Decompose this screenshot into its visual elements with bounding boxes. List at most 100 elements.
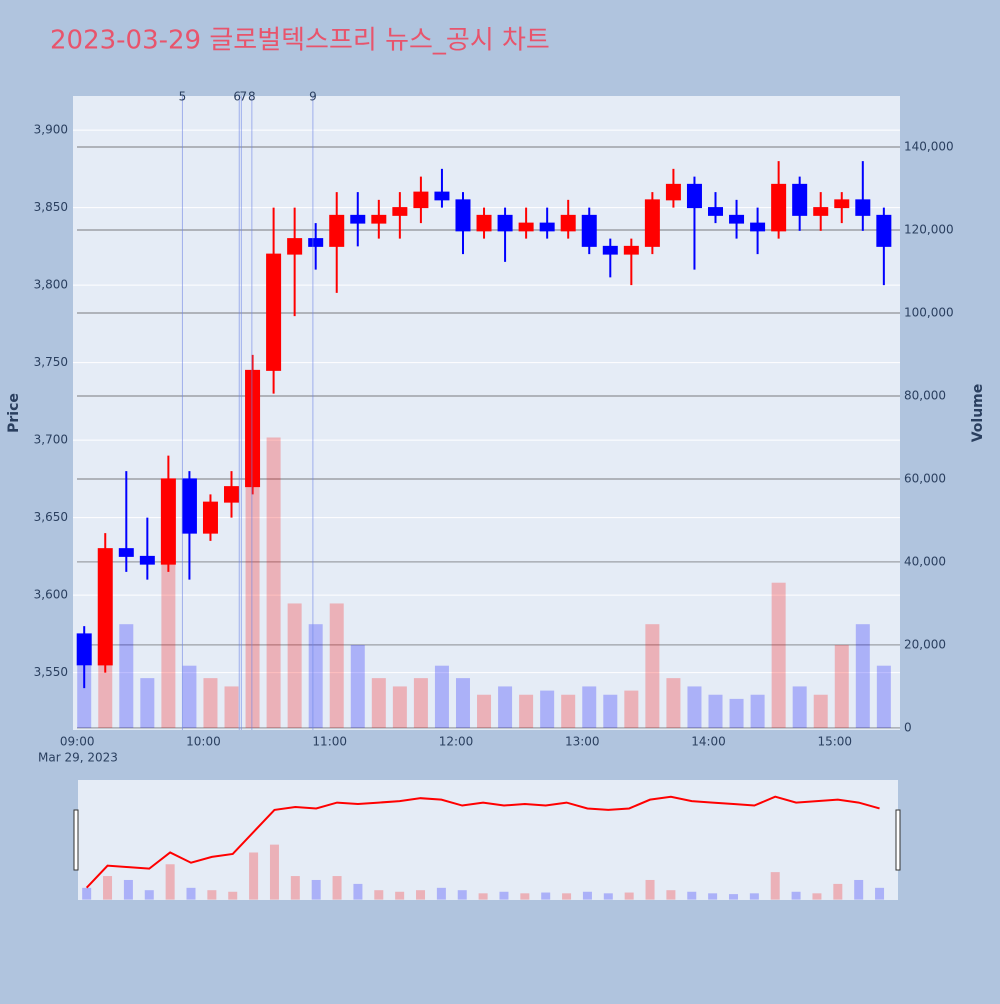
slider-volume-bar xyxy=(332,876,342,900)
slider-volume-bar xyxy=(353,883,363,900)
y-tick-label: 3,600 xyxy=(34,588,68,602)
volume-bar xyxy=(182,665,197,728)
slider-volume-bar xyxy=(123,879,133,900)
slider-volume-bar xyxy=(833,883,843,900)
range-handle[interactable] xyxy=(895,809,901,871)
slider-volume-bar xyxy=(249,852,259,900)
slider-volume-bar xyxy=(812,893,822,900)
y2-tick-label: 100,000 xyxy=(904,306,954,320)
candle-body xyxy=(497,214,513,232)
volume-bar xyxy=(687,686,702,728)
range-handle[interactable] xyxy=(73,809,79,871)
candle-body xyxy=(771,183,787,232)
volume-bar xyxy=(624,690,639,728)
y2-axis-title: Volume xyxy=(970,384,986,443)
volume-bar xyxy=(203,678,218,728)
slider-volume-bar xyxy=(311,879,321,900)
slider-volume-bar xyxy=(603,893,613,900)
slider-volume-bar xyxy=(624,892,634,900)
slider-volume-bar xyxy=(374,890,384,900)
y-tick-label: 3,850 xyxy=(34,200,68,214)
volume-bar xyxy=(834,644,849,728)
candle-body xyxy=(371,214,387,224)
volume-bar xyxy=(876,665,891,728)
candle-body xyxy=(76,633,92,666)
slider-volume-bar xyxy=(728,894,738,900)
slider-volume-bar xyxy=(499,891,509,900)
candle-body xyxy=(623,245,639,255)
volume-bar xyxy=(855,624,870,728)
slider-volume-bar xyxy=(144,890,154,900)
slider-volume-bar xyxy=(875,887,885,900)
volume-bar xyxy=(519,694,534,728)
slider-volume-bar xyxy=(749,893,759,900)
y-tick-label: 3,800 xyxy=(34,278,68,292)
range-slider[interactable] xyxy=(78,780,898,900)
y2-tick-label: 120,000 xyxy=(904,223,954,237)
candle-body xyxy=(834,199,850,209)
slider-volume-bar xyxy=(269,844,279,900)
candle-body xyxy=(329,214,345,247)
candle-body xyxy=(287,238,303,255)
volume-bar xyxy=(266,437,281,728)
candle-body xyxy=(644,199,660,247)
slider-volume-bar xyxy=(416,890,426,900)
y-tick-label: 3,900 xyxy=(34,123,68,137)
candle-body xyxy=(266,253,282,371)
candle-body xyxy=(202,501,218,534)
slider-volume-bar xyxy=(165,864,175,900)
y-tick-label: 3,550 xyxy=(34,665,68,679)
volume-bar xyxy=(540,690,555,728)
volume-bar xyxy=(392,686,407,728)
volume-bar xyxy=(434,665,449,728)
slider-volume-bar xyxy=(770,872,780,900)
slider-volume-bar xyxy=(520,893,530,900)
x-tick-label: 11:00 xyxy=(312,735,347,749)
volume-bar xyxy=(245,478,260,728)
volume-bar xyxy=(477,694,492,728)
y2-tick-label: 0 xyxy=(904,720,912,734)
candle-body xyxy=(139,555,155,565)
volume-bar xyxy=(666,678,681,728)
candle-body xyxy=(455,199,471,232)
slider-volume-bar xyxy=(228,891,238,900)
news-marker-label: 8 xyxy=(248,90,256,104)
volume-bar xyxy=(308,624,323,728)
y2-tick-label: 40,000 xyxy=(904,554,946,568)
volume-bar xyxy=(813,694,828,728)
slider-volume-bar xyxy=(645,879,655,900)
candle-body xyxy=(729,214,745,224)
y-tick-label: 3,700 xyxy=(34,433,68,447)
candle-body xyxy=(308,238,324,247)
candle-body xyxy=(708,207,724,216)
x-tick-label: 13:00 xyxy=(565,735,600,749)
volume-bar xyxy=(329,603,344,728)
candle-body xyxy=(750,222,766,232)
candle-body xyxy=(602,245,618,255)
candle-body xyxy=(560,214,576,232)
news-marker-label: 9 xyxy=(309,90,317,104)
slider-volume-bar xyxy=(103,876,113,900)
candle-body xyxy=(855,199,871,216)
slider-volume-bar xyxy=(854,879,864,900)
slider-volume-bar xyxy=(290,876,300,900)
volume-bar xyxy=(792,686,807,728)
slider-volume-bar xyxy=(395,891,405,900)
slider-volume-bar xyxy=(708,893,718,900)
y-axis-title: Price xyxy=(6,393,22,433)
slider-volume-bar xyxy=(562,893,572,900)
slider-volume-bar xyxy=(207,890,217,900)
candle-body xyxy=(581,214,597,247)
x-tick-label: 15:00 xyxy=(817,735,852,749)
volume-bar xyxy=(161,541,176,728)
volume-bar xyxy=(729,698,744,728)
x-tick-label: 12:00 xyxy=(439,735,474,749)
volume-bar xyxy=(224,686,239,728)
candle-body xyxy=(434,191,450,201)
y-tick-label: 3,650 xyxy=(34,510,68,524)
slider-volume-bar xyxy=(186,887,196,900)
plot-area xyxy=(73,96,900,730)
candle-body xyxy=(518,222,534,232)
candle-body xyxy=(160,478,176,565)
volume-bar xyxy=(603,694,618,728)
